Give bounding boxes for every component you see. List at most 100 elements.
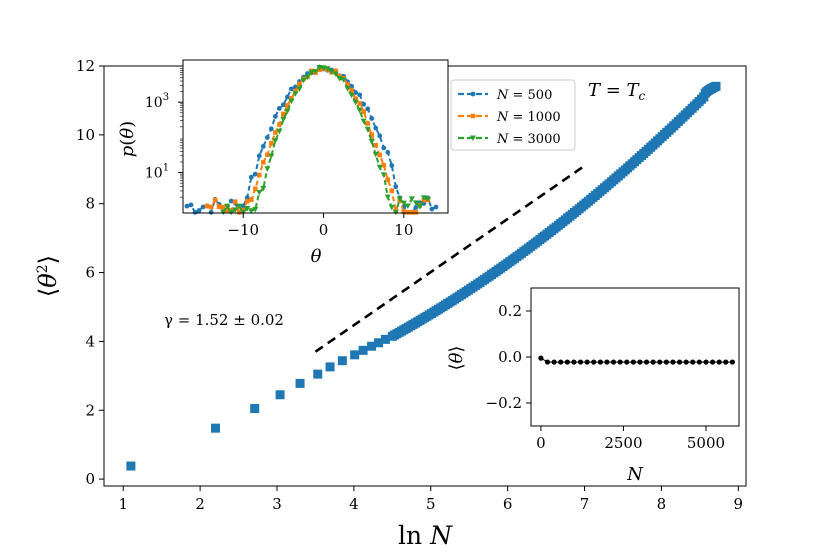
inset-distribution-point (232, 207, 239, 213)
inset-distribution-point (296, 86, 303, 92)
main-data-point (295, 378, 305, 388)
inset-mean-x-tick-label: 5000 (687, 434, 725, 452)
inset-mean-point (690, 359, 696, 365)
inset-distribution-point (328, 69, 335, 75)
inset-mean-point (558, 359, 564, 365)
inset-distribution-point (337, 73, 342, 79)
inset-mean-point (676, 359, 683, 365)
inset-distribution-point (273, 130, 278, 135)
inset-distribution-point (228, 198, 234, 204)
legend-label: N = 3000 (496, 132, 561, 147)
inset-mean-ticks: 0 2500 5000 −0.2 0.0 0.2 (486, 302, 726, 452)
inset-mean-point (650, 359, 656, 365)
main-y-tick-label: 12 (76, 57, 95, 75)
inset-distribution-x-tick-label: 10 (394, 221, 413, 239)
inset-distribution-point (292, 91, 299, 97)
inset-mean-point (663, 359, 669, 365)
inset-mean-chart: 0 2500 5000 −0.2 0.0 0.2 N ⟨θ⟩ (446, 287, 740, 485)
inset-distribution-point (380, 172, 387, 178)
inset-distribution-point (265, 152, 270, 158)
inset-distribution-point (252, 171, 258, 177)
inset-distribution-point (272, 138, 279, 144)
inset-distribution-point (224, 207, 230, 213)
inset-distribution-point (344, 86, 351, 92)
inset-distribution-point (184, 203, 190, 209)
inset-distribution-y-tick-label: 101 (145, 163, 169, 182)
inset-distribution-point (340, 77, 347, 83)
inset-distribution-point (293, 88, 298, 94)
main-y-tick-label: 2 (85, 401, 95, 419)
inset-distribution-point (365, 121, 370, 126)
inset-distribution-point (248, 174, 254, 180)
inset-mean-y-tick-label: −0.2 (486, 394, 522, 412)
inset-distribution-point (268, 153, 275, 159)
inset-distribution-point (377, 152, 383, 158)
inset-distribution-point (384, 194, 391, 201)
inset-distribution-point (220, 209, 227, 216)
inset-distribution-background (183, 60, 448, 213)
inset-distribution-point (252, 207, 259, 213)
inset-mean-point (571, 359, 577, 365)
legend: N = 500 N = 1000 N = 3000 (450, 79, 576, 151)
inset-distribution-point (381, 145, 387, 151)
inset-mean-point (551, 359, 557, 365)
inset-mean-points (538, 355, 735, 365)
main-y-tick-label: 0 (85, 470, 95, 488)
inset-distribution-point (345, 82, 350, 87)
main-data-point (367, 341, 377, 351)
inset-distribution-point (373, 125, 379, 131)
inset-distribution-point (420, 195, 427, 201)
inset-distribution-point (204, 203, 210, 209)
inset-distribution-point (304, 74, 311, 81)
legend-marker (470, 91, 476, 97)
inset-distribution-point (224, 203, 231, 210)
inset-distribution-point (353, 90, 359, 95)
inset-mean-point (617, 359, 623, 365)
inset-mean-point (716, 359, 722, 365)
main-data-point (250, 404, 260, 414)
inset-distribution-point (260, 143, 266, 149)
main-data-points (126, 81, 721, 471)
inset-mean-point (544, 359, 551, 365)
inset-distribution-point (349, 88, 354, 93)
inset-distribution-point (369, 116, 375, 121)
inset-distribution-point (429, 206, 435, 212)
inset-mean-point (591, 359, 597, 365)
inset-mean-frame (530, 287, 740, 427)
inset-distribution-point (368, 139, 375, 145)
inset-distribution-point (393, 184, 399, 190)
main-x-axis-label: ln N (398, 521, 453, 550)
inset-mean-point (709, 359, 716, 365)
inset-distribution-point (332, 71, 339, 77)
inset-distribution-point (369, 132, 375, 138)
inset-distribution-point (401, 209, 407, 215)
inset-mean-point (610, 359, 617, 365)
legend-label: N = 500 (496, 88, 552, 103)
inset-distribution-point (413, 209, 419, 215)
inset-distribution-point (416, 204, 423, 210)
inset-distribution-point (281, 111, 286, 117)
main-data-point (337, 356, 347, 366)
inset-mean-point (538, 355, 544, 361)
inset-distribution-point (284, 94, 290, 100)
main-data-point (711, 81, 721, 91)
inset-distribution-point (244, 198, 250, 204)
inset-distribution-point (260, 185, 267, 192)
inset-distribution-point (312, 68, 319, 75)
inset-distribution-point (412, 200, 419, 206)
inset-distribution-point (324, 66, 331, 72)
inset-distribution-point (244, 206, 251, 212)
inset-mean-point (703, 359, 709, 365)
inset-distribution-point (408, 196, 415, 202)
main-data-point (313, 369, 323, 379)
inset-distribution-point (381, 162, 387, 168)
inset-distribution-point (284, 108, 291, 115)
inset-mean-point (657, 359, 663, 365)
inset-distribution-point (389, 163, 395, 168)
inset-distribution-point (216, 204, 222, 210)
inset-distribution-ticks: −10 0 10 101 103 (145, 68, 413, 239)
main-y-axis-label: ⟨θ2⟩ (34, 255, 62, 297)
main-y-tick-label: 4 (85, 332, 95, 350)
